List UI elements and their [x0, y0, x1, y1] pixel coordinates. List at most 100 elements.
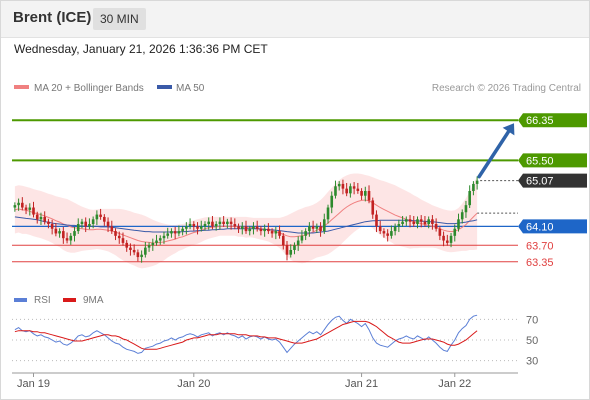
candle-body [408, 219, 412, 222]
resistance-2-tag [518, 113, 587, 128]
candle-body [427, 219, 430, 225]
candle-body [103, 216, 106, 222]
research-credit: Research © 2026 Trading Central [432, 83, 581, 94]
rsi-tick-label: 70 [526, 314, 538, 326]
rsi-line [14, 314, 478, 354]
candle-body [248, 228, 252, 232]
candle-body [460, 212, 464, 220]
candle-body [132, 249, 136, 253]
candle-body [166, 233, 170, 236]
candle-body [345, 188, 348, 194]
candle-body [43, 216, 46, 222]
candle-body [65, 238, 69, 241]
candle-body [95, 214, 99, 220]
candle-body [106, 221, 110, 227]
candle-body [419, 219, 423, 222]
candle-body [356, 188, 360, 191]
candle-body [211, 221, 214, 227]
candle-body [464, 205, 468, 213]
candle-body [285, 245, 289, 255]
candle-body [259, 228, 263, 232]
candle-body [222, 221, 225, 225]
support-1-label: 63.70 [526, 240, 554, 252]
resistance-2-label: 66.35 [526, 115, 554, 127]
candle-body [326, 207, 330, 220]
candle-body [32, 207, 35, 215]
candle-body [240, 226, 244, 229]
price-pane: 66.35 65.50 65.07 64.10 63.70 63.35 [12, 113, 587, 269]
candle-body [99, 214, 102, 217]
candle-body [472, 183, 475, 191]
candle-body [158, 238, 162, 241]
candle-body [88, 224, 91, 227]
candle-body [244, 226, 248, 232]
candle-body [203, 224, 207, 227]
candle-body [416, 219, 419, 225]
candle-body [281, 235, 285, 246]
last-price-label: 65.07 [526, 176, 554, 188]
candle-body [438, 228, 442, 236]
candle-body [457, 219, 460, 229]
candle-body [267, 228, 270, 232]
candle-body [341, 183, 345, 189]
candle-body [229, 221, 233, 225]
candle-body [446, 240, 449, 243]
candle-body [58, 231, 61, 234]
candle-body [151, 242, 155, 246]
candle-body [21, 202, 24, 208]
timestamp-label: Wednesday, January 21, 2026 1:36:36 PM C… [14, 42, 268, 56]
time-tick-label: Jan 20 [177, 378, 210, 390]
candle-body [28, 207, 32, 210]
candle-body [270, 231, 274, 234]
candle-body [84, 221, 88, 227]
candle-body [218, 221, 222, 225]
candle-body [334, 186, 337, 196]
time-tick-label: Jan 19 [17, 378, 50, 390]
candle-body [114, 231, 117, 236]
forecast-arrow-head [502, 123, 515, 136]
support-2-label: 63.35 [526, 257, 554, 269]
rsi-pane: RSI 9MA 70 50 30 [12, 295, 538, 368]
candle-body [289, 249, 293, 255]
candle-body [144, 247, 147, 255]
time-tick-label: Jan 21 [345, 378, 378, 390]
rsi-tick-label: 30 [526, 356, 538, 368]
candle-body [129, 247, 132, 250]
candle-body [170, 231, 173, 234]
candle-body [50, 224, 54, 229]
candle-body [226, 221, 229, 225]
candle-body [453, 228, 457, 236]
ma20-legend-swatch [14, 85, 29, 89]
candle-body [367, 191, 371, 201]
candle-body [397, 224, 401, 227]
candle-body [17, 202, 20, 206]
candle-body [308, 226, 311, 232]
candle-body [73, 231, 76, 236]
candle-body [69, 235, 73, 241]
time-axis: Jan 19 Jan 20 Jan 21 Jan 22 [12, 372, 518, 390]
ma50-legend-swatch [157, 85, 172, 89]
candle-body [196, 226, 199, 229]
candle-body [349, 186, 352, 194]
candle-body [199, 226, 203, 229]
rsi-legend-swatch [14, 298, 27, 302]
candle-body [274, 231, 278, 234]
candle-body [382, 231, 386, 234]
candle-body [117, 235, 121, 239]
header-bar: Brent (ICE) 30 MIN [1, 1, 589, 38]
candle-body [434, 224, 438, 229]
resistance-1-label: 65.50 [526, 155, 554, 167]
timeframe-button[interactable]: 30 MIN [93, 8, 146, 30]
candle-body [252, 226, 255, 229]
candle-body [76, 224, 80, 232]
candle-body [363, 191, 367, 196]
candle-body [140, 254, 143, 258]
candle-body [401, 221, 404, 225]
candle-body [110, 226, 114, 232]
candle-body [35, 214, 39, 220]
candle-body [181, 228, 184, 232]
candle-body [278, 231, 281, 236]
candle-body [263, 228, 266, 232]
